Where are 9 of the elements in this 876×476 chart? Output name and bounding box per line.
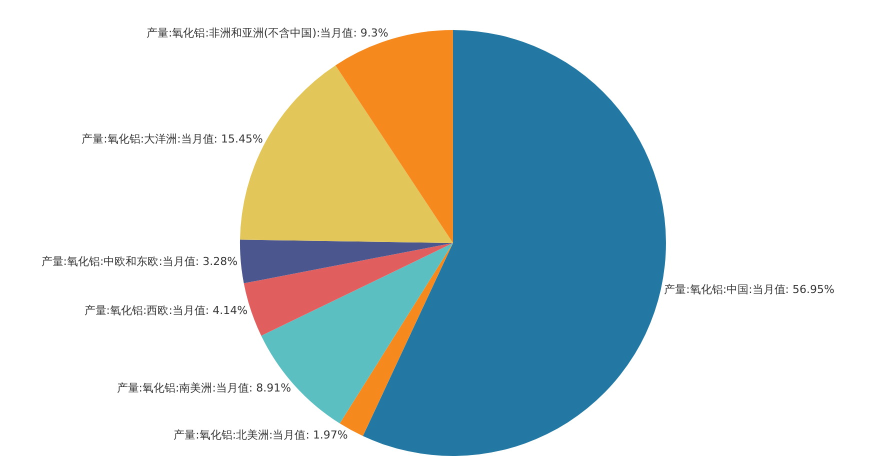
slice-label: 产量:氧化铝:南美洲:当月值: 8.91% [116, 382, 292, 395]
slice-label: 产量:氧化铝:中欧和东欧:当月值: 3.28% [41, 255, 238, 268]
slice-label: 产量:氧化铝:非洲和亚洲(不含中国):当月值: 9.3% [146, 26, 388, 40]
slice-label: 产量:氧化铝:大洋洲:当月值: 15.45% [82, 132, 263, 146]
slice-label: 产量:氧化铝:西欧:当月值: 4.14% [84, 304, 248, 318]
pie-slice [362, 30, 666, 456]
slice-label: 产量:氧化铝:北美洲:当月值: 1.97% [174, 428, 348, 442]
pie-slice [240, 240, 453, 284]
slice-label: 产量:氧化铝:中国:当月值: 56.95% [664, 282, 834, 296]
